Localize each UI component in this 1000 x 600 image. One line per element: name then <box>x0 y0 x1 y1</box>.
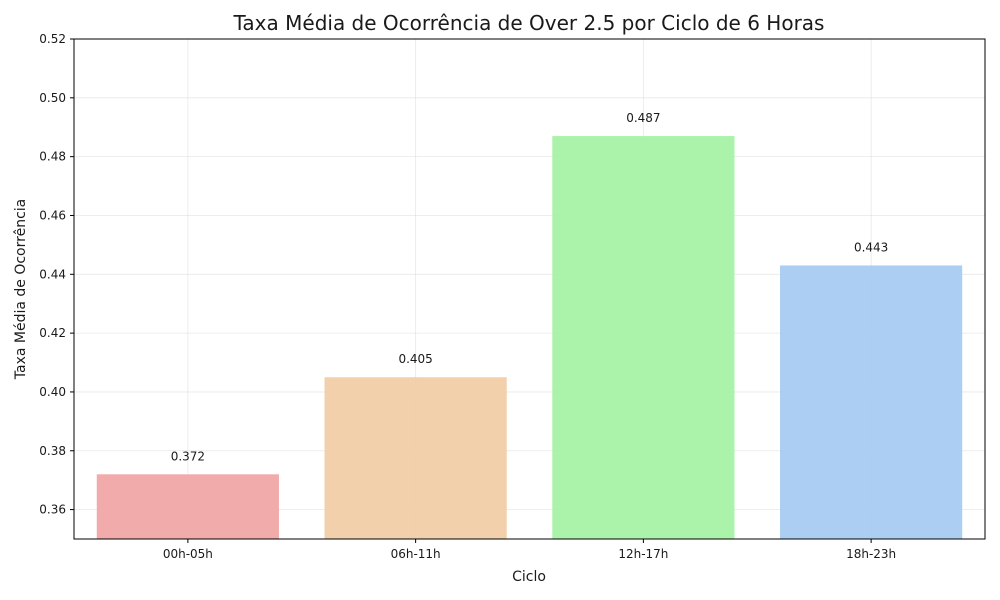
x-axis-title: Ciclo <box>512 569 546 585</box>
y-tick-label: 0.38 <box>39 444 66 458</box>
y-tick-label: 0.40 <box>39 385 66 399</box>
x-tick-label: 12h-17h <box>618 547 668 561</box>
bar-18h-23h <box>780 265 963 539</box>
y-axis-title: Taxa Média de Ocorrência <box>13 199 29 380</box>
bars <box>96 136 963 539</box>
y-tick-label: 0.36 <box>39 503 66 517</box>
bar-00h-05h <box>96 474 279 539</box>
chart-title: Taxa Média de Ocorrência de Over 2.5 por… <box>233 11 825 35</box>
x-tick-label: 00h-05h <box>163 547 213 561</box>
data-labels: 0.372 0.405 0.487 0.443 <box>171 111 889 463</box>
data-label-00h-05h: 0.372 <box>171 449 205 463</box>
plot-frame <box>73 38 986 540</box>
x-tick-label: 06h-11h <box>391 547 441 561</box>
data-label-12h-17h: 0.487 <box>626 111 660 125</box>
data-label-18h-23h: 0.443 <box>854 240 888 254</box>
y-tick-label: 0.48 <box>39 150 66 164</box>
y-tick-label: 0.50 <box>39 91 66 105</box>
bar-06h-11h <box>324 377 507 539</box>
bar-12h-17h <box>552 136 735 539</box>
axes: 0.36 0.38 0.40 0.42 0.44 0.46 0.48 0.50 0.52 00h-… <box>39 32 986 561</box>
y-tick-label: 0.44 <box>39 267 66 281</box>
y-tick-label: 0.46 <box>39 208 66 222</box>
data-label-06h-11h: 0.405 <box>398 352 432 366</box>
x-tick-label: 18h-23h <box>846 547 896 561</box>
y-tick-label: 0.42 <box>39 326 66 340</box>
y-tick-label: 0.52 <box>39 32 66 46</box>
